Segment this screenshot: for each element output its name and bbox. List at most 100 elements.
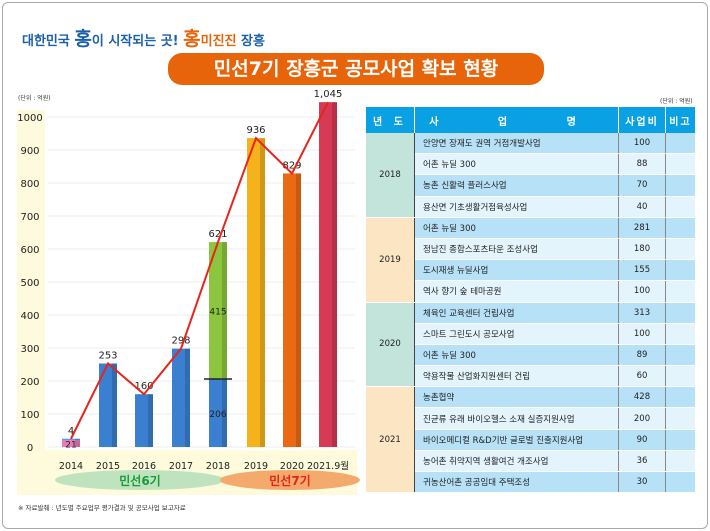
bar: [283, 173, 301, 447]
project-name: 용산면 기초생활거점육성사업: [414, 196, 619, 218]
year-cell: 2021: [366, 386, 415, 494]
table-row: 역사 향기 숲 테마공원 100: [366, 280, 695, 303]
bar-chart: 0 100 200 300 400 500 600 700 800 900 1000 21 4 2014 2…: [17, 89, 360, 495]
project-note: [665, 407, 695, 430]
project-name: 진균류 유래 바이오헬스 소재 실증지원사업: [414, 407, 619, 430]
chart-unit: (단위 : 억원): [18, 95, 51, 102]
term7-ellipse: [220, 470, 360, 490]
project-name: 어촌 뉴딜 300: [414, 344, 619, 367]
table-row: 2021 농촌협약 428: [366, 386, 695, 494]
table-row: 2020 체육인 교육센터 건립사업 313: [366, 302, 695, 388]
project-name: 어촌 뉴딜 300: [414, 217, 619, 239]
project-note: [665, 196, 695, 218]
project-note: [665, 429, 695, 451]
bar-segment: [209, 242, 227, 380]
total-label: 298: [171, 336, 190, 347]
project-note: [665, 133, 695, 155]
y-tick-label: 0: [27, 443, 33, 454]
bar: [247, 138, 265, 447]
total-label: 160: [134, 381, 153, 392]
table-row: 2019 어촌 뉴딜 300 281: [366, 217, 695, 303]
bar-side: [185, 348, 190, 447]
table-row: 스마트 그린도시 공모사업 100: [366, 323, 695, 345]
project-cost: 89: [618, 344, 666, 367]
slogan: 대한민국 홍이 시작되는 곳! 홍미진진 장흥: [22, 28, 265, 50]
table-row: 어촌 뉴딜 300 89: [366, 344, 695, 367]
table-row: 바이오메디컬 R&D기반 글로벌 진출지원사업 90: [366, 429, 695, 451]
total-label: 829: [282, 160, 301, 171]
bar: [135, 394, 153, 447]
bar-segment-side: [222, 242, 227, 380]
table-row: 약용작물 산업화지원센터 건립 60: [366, 365, 695, 388]
project-cost: 100: [618, 323, 666, 345]
table-row: 2018 안양면 장재도 권역 거점개발사업 100: [366, 133, 695, 218]
bar-side: [260, 138, 265, 447]
total-label: 1,045: [314, 89, 343, 100]
bar-segment-side: [75, 440, 80, 447]
x-tick-label: 2015: [96, 461, 120, 472]
term7-label: 민선7기: [269, 473, 310, 488]
project-cost: 88: [618, 153, 666, 176]
bar: [319, 102, 337, 448]
y-tick-label: 400: [20, 311, 39, 322]
segment-label: 21: [65, 441, 76, 451]
y-tick-label: 200: [20, 377, 39, 388]
project-name: 귀농산어촌 공공임대 주택조성: [414, 471, 619, 494]
term6-label: 민선6기: [119, 473, 160, 488]
y-tick-label: 100: [20, 410, 39, 421]
bar-segment: [62, 440, 80, 447]
project-note: [665, 365, 695, 388]
project-cost: 100: [618, 280, 666, 303]
project-name: 농촌협약: [414, 386, 619, 409]
x-tick-label: 2017: [169, 461, 193, 472]
project-name: 농어촌 취약지역 생활여건 개조사업: [414, 450, 619, 473]
project-cost: 200: [618, 407, 666, 430]
table-row: 귀농산어촌 공공임대 주택조성 30: [366, 471, 695, 494]
axis-band: [17, 110, 45, 495]
total-label: 4: [68, 426, 74, 437]
x-tick-label: 2021.9월: [307, 460, 349, 472]
project-name: 약용작물 산업화지원센터 건립: [414, 365, 619, 388]
table-row: 정남진 종합스포츠타운 조성사업 180: [366, 238, 695, 261]
project-note: [665, 153, 695, 176]
x-tick-label: 2020: [280, 461, 304, 472]
project-name: 스마트 그린도시 공모사업: [414, 323, 619, 345]
year-cell: 2020: [366, 302, 415, 388]
x-tick-label: 2014: [59, 461, 83, 472]
year-cell: 2019: [366, 217, 415, 303]
project-cost: 281: [618, 217, 666, 239]
project-name: 역사 향기 숲 테마공원: [414, 280, 619, 303]
segment-label: 415: [209, 308, 226, 318]
page-title: 민선7기 장흥군 공모사업 확보 현황: [168, 53, 544, 85]
header-note: 비고: [665, 107, 695, 133]
table-row: 농어촌 취약지역 생활여건 개조사업 36: [366, 450, 695, 473]
table-unit: (단위 : 억원): [660, 98, 693, 105]
x-tick-label: 2016: [132, 461, 156, 472]
project-cost: 180: [618, 238, 666, 261]
x-tick-label: 2019: [244, 461, 268, 472]
project-cost: 313: [618, 302, 666, 324]
bar-segment: [209, 379, 227, 447]
project-name: 어촌 뉴딜 300: [414, 153, 619, 176]
bar-segment: [62, 438, 80, 441]
project-cost: 36: [618, 450, 666, 473]
y-tick-label: 600: [20, 245, 39, 256]
project-cost: 40: [618, 196, 666, 218]
bar-side: [332, 102, 337, 448]
project-note: [665, 302, 695, 324]
bar-side: [296, 173, 301, 447]
total-label: 253: [98, 351, 117, 362]
project-note: [665, 450, 695, 473]
project-cost: 428: [618, 386, 666, 409]
project-note: [665, 323, 695, 345]
project-name: 정남진 종합스포츠타운 조성사업: [414, 238, 619, 261]
header-year: 년 도: [366, 107, 415, 133]
y-tick-label: 500: [20, 278, 39, 289]
term6-ellipse: [55, 470, 225, 490]
project-note: [665, 386, 695, 409]
bar-side: [112, 363, 117, 447]
project-note: [665, 344, 695, 367]
table-row: 용산면 기초생활거점육성사업 40: [366, 196, 695, 218]
project-note: [665, 471, 695, 494]
project-cost: 60: [618, 365, 666, 388]
